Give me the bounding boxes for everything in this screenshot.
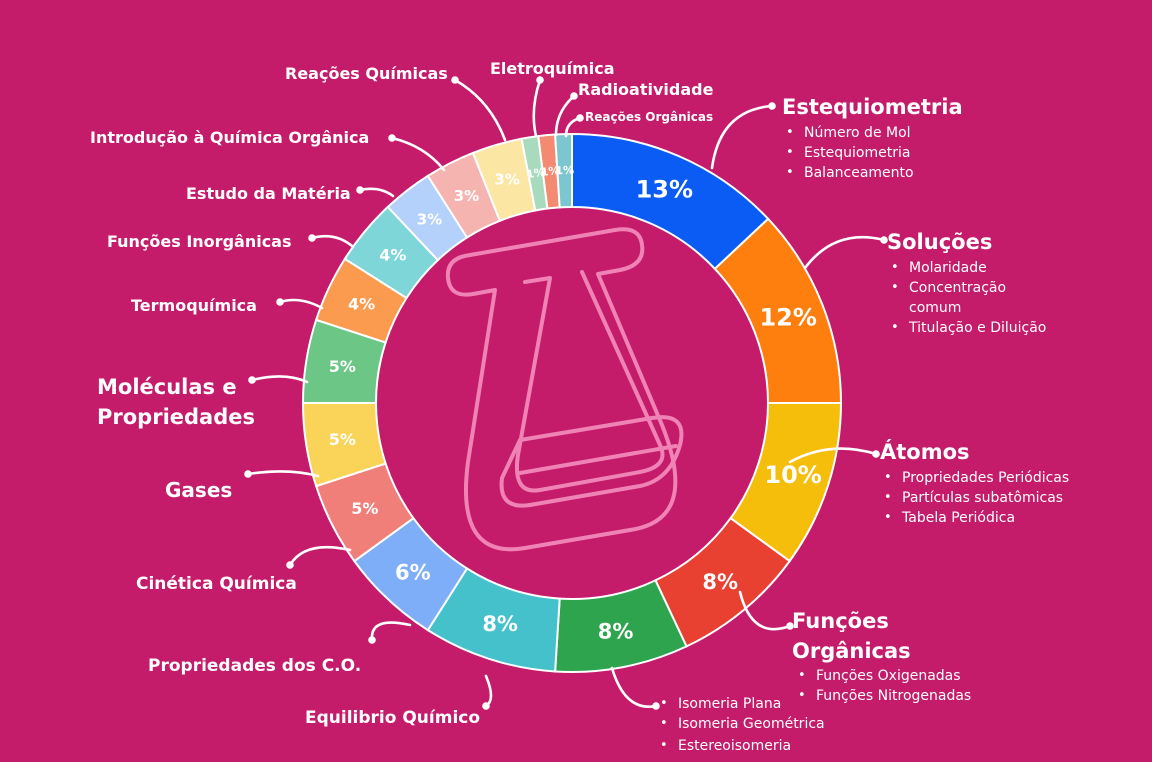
slice-label-4: 8% bbox=[598, 619, 634, 643]
arrow-11 bbox=[310, 234, 354, 248]
slice-label-15: 1% bbox=[525, 165, 545, 181]
group-estequiometria: Estequiometria Número de Mol Estequiomet… bbox=[782, 92, 963, 183]
arrow-3 bbox=[738, 590, 792, 631]
list-item: Concentração comum bbox=[887, 278, 1019, 318]
arrow-16 bbox=[554, 94, 576, 137]
list-item: Estequiometria bbox=[782, 143, 963, 163]
label-propriedades-co: Propriedades dos C.O. bbox=[148, 656, 362, 676]
arrow-head-11 bbox=[308, 234, 316, 242]
slice-label-17: 1% bbox=[555, 164, 574, 178]
list-item: Partículas subatômicas bbox=[880, 488, 1069, 508]
list-item: Propriedades Periódicas bbox=[880, 468, 1069, 488]
arrow-head-15 bbox=[536, 76, 544, 84]
arrow-head-7 bbox=[286, 561, 294, 569]
list-item: Funções Nitrogenadas bbox=[792, 686, 971, 706]
arrow-head-12 bbox=[356, 186, 364, 194]
list-item: Isomeria Geométrica bbox=[654, 714, 825, 734]
slice-label-11: 4% bbox=[379, 245, 406, 264]
group-atomos: Átomos Propriedades Periódicas Partícula… bbox=[880, 437, 1069, 528]
arrow-head-6 bbox=[368, 636, 376, 644]
slice-label-1: 12% bbox=[759, 303, 816, 331]
arrow-9 bbox=[250, 375, 309, 384]
arrow-10 bbox=[278, 298, 324, 310]
label-cinetica-quimica: Cinética Química bbox=[136, 574, 297, 594]
label-reacoes-organicas: Reações Orgânicas bbox=[585, 110, 714, 124]
arrow-2 bbox=[788, 447, 878, 464]
arrow-head-9 bbox=[248, 376, 256, 384]
slice-label-5: 8% bbox=[482, 612, 518, 636]
arrow-head-1 bbox=[880, 236, 888, 244]
list-item: Titulação e Diluição bbox=[887, 318, 1057, 338]
slice-label-10: 4% bbox=[348, 295, 375, 314]
label-moleculas-line1: Moléculas e bbox=[97, 375, 237, 399]
flask-icon bbox=[445, 227, 684, 552]
arrow-head-0 bbox=[768, 102, 776, 110]
arrow-1 bbox=[803, 235, 886, 270]
arrow-13 bbox=[390, 136, 446, 172]
slice-label-3: 8% bbox=[702, 570, 738, 594]
slice-label-6: 6% bbox=[395, 560, 431, 584]
arrow-head-5 bbox=[482, 702, 490, 710]
group-title: Átomos bbox=[880, 440, 970, 464]
arrow-4 bbox=[610, 666, 658, 709]
arrow-head-13 bbox=[388, 134, 396, 142]
list-item: Balanceamento bbox=[782, 163, 963, 183]
arrow-head-3 bbox=[786, 622, 794, 630]
arrow-14 bbox=[453, 78, 507, 142]
slice-label-9: 5% bbox=[329, 357, 356, 376]
label-eletroquimica: Eletroquímica bbox=[490, 59, 615, 78]
arrow-head-10 bbox=[276, 298, 284, 306]
arrow-0 bbox=[710, 104, 774, 170]
label-funcoes-inorganicas: Funções Inorgânicas bbox=[107, 232, 292, 251]
arrow-12 bbox=[358, 187, 395, 198]
slice-label-12: 3% bbox=[417, 210, 442, 228]
group-title: Estequiometria bbox=[782, 95, 963, 119]
label-introducao-quimica-organica: Introdução à Química Orgânica bbox=[90, 128, 370, 147]
arrow-head-2 bbox=[872, 450, 880, 458]
list-item: Tabela Periódica bbox=[880, 508, 1069, 528]
slice-label-8: 5% bbox=[329, 430, 356, 449]
arrow-head-14 bbox=[451, 76, 459, 84]
label-equilibrio-quimico: Equilibrio Químico bbox=[305, 708, 481, 728]
arrow-15 bbox=[532, 78, 542, 138]
list-item: Molaridade bbox=[887, 258, 1057, 278]
arrow-head-8 bbox=[244, 470, 252, 478]
slice-label-14: 3% bbox=[494, 171, 519, 189]
label-gases: Gases bbox=[165, 478, 233, 502]
list-item: Estereoisomeria bbox=[654, 736, 791, 756]
slice-17 bbox=[554, 132, 573, 209]
label-termoquimica: Termoquímica bbox=[131, 296, 257, 315]
group-funcoes-organicas: Funções Orgânicas bbox=[792, 606, 911, 667]
slice-label-2: 10% bbox=[764, 461, 821, 489]
label-radioatividade: Radioatividade bbox=[578, 80, 714, 99]
arrow-head-16 bbox=[570, 92, 578, 100]
label-reacoes-quimicas: Reações Químicas bbox=[285, 64, 448, 83]
arrow-head-17 bbox=[576, 114, 584, 122]
arrow-8 bbox=[246, 470, 320, 478]
group-title-line2: Orgânicas bbox=[792, 639, 911, 663]
label-estudo-da-materia: Estudo da Matéria bbox=[186, 184, 351, 203]
group-title-line1: Funções bbox=[792, 609, 889, 633]
group-title: Soluções bbox=[887, 230, 993, 254]
label-moleculas-line2: Propriedades bbox=[97, 405, 255, 429]
arrow-6 bbox=[370, 621, 412, 642]
list-item: Isomeria Plana bbox=[654, 694, 781, 714]
slice-label-7: 5% bbox=[351, 499, 378, 518]
slice-label-0: 13% bbox=[636, 176, 693, 204]
arrow-7 bbox=[288, 545, 352, 567]
list-item: Funções Oxigenadas bbox=[792, 666, 961, 686]
list-item: Número de Mol bbox=[782, 123, 963, 143]
slice-label-16: 1% bbox=[540, 164, 560, 179]
group-solucoes: Soluções Molaridade Concentração comum T… bbox=[887, 227, 1057, 338]
arrow-5 bbox=[484, 674, 493, 708]
slice-label-13: 3% bbox=[454, 187, 479, 205]
